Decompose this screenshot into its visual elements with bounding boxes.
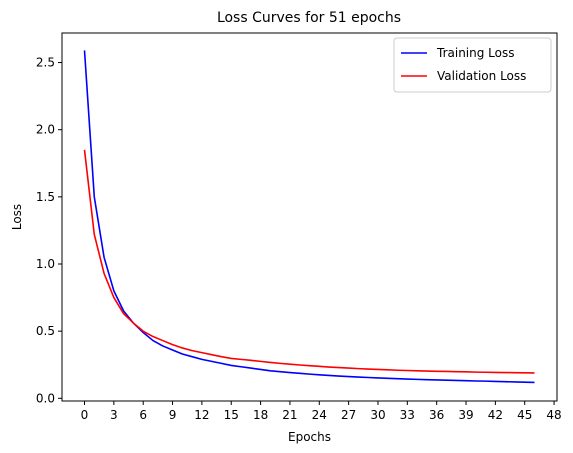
series-lines bbox=[83, 50, 535, 384]
x-tick-label: 45 bbox=[517, 408, 532, 422]
y-tick-label: 0.5 bbox=[36, 324, 55, 338]
x-tick-label: 30 bbox=[370, 408, 385, 422]
y-tick-label: 2.0 bbox=[36, 123, 55, 137]
x-tick-label: 24 bbox=[312, 408, 327, 422]
x-axis-label: Epochs bbox=[288, 430, 331, 444]
x-tick-label: 18 bbox=[253, 408, 268, 422]
legend-label-training-loss: Training Loss bbox=[436, 46, 514, 60]
legend-label-validation-loss: Validation Loss bbox=[437, 69, 526, 83]
x-tick-label: 27 bbox=[341, 408, 356, 422]
validation-loss-line bbox=[83, 149, 535, 374]
y-axis-label: Loss bbox=[10, 204, 24, 230]
chart-title: Loss Curves for 51 epochs bbox=[217, 10, 401, 26]
legend: Training Loss Validation Loss bbox=[393, 37, 552, 93]
x-tick-label: 33 bbox=[400, 408, 415, 422]
y-tick-label: 2.5 bbox=[36, 56, 55, 70]
legend-box bbox=[393, 37, 552, 93]
x-tick-label: 42 bbox=[488, 408, 503, 422]
y-tick-label: 0.0 bbox=[36, 391, 55, 405]
x-tick-label: 12 bbox=[194, 408, 209, 422]
y-tick-label: 1.0 bbox=[36, 257, 55, 271]
y-tick-label: 1.5 bbox=[36, 190, 55, 204]
x-tick-label: 3 bbox=[110, 408, 118, 422]
axis-ticks: 0 3 6 9 12 15 18 21 24 27 30 33 36 39 42 45 480.00.51.01… bbox=[36, 56, 562, 422]
x-tick-label: 15 bbox=[224, 408, 239, 422]
x-tick-label: 36 bbox=[429, 408, 444, 422]
x-tick-label: 21 bbox=[282, 408, 297, 422]
x-tick-label: 39 bbox=[458, 408, 473, 422]
training-loss-line bbox=[83, 50, 535, 384]
plot-frame bbox=[61, 32, 558, 402]
x-tick-label: 9 bbox=[169, 408, 177, 422]
x-tick-label: 48 bbox=[546, 408, 561, 422]
x-tick-label: 0 bbox=[81, 408, 89, 422]
x-tick-label: 6 bbox=[139, 408, 147, 422]
